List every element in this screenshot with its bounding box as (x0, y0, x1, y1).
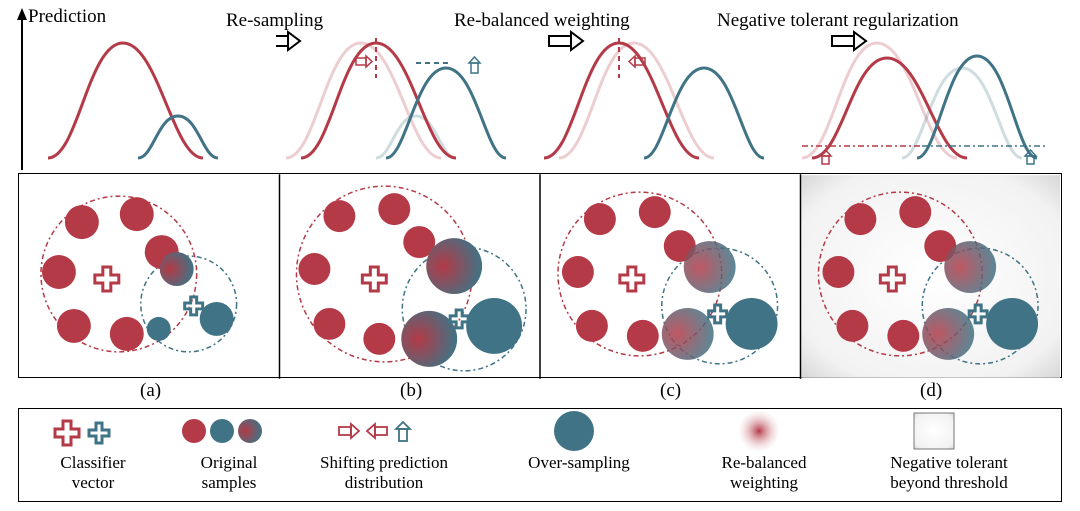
caption-c: (c) (660, 380, 681, 402)
diagram-root: Prediction Re-sampling (0, 0, 1080, 511)
caption-a: (a) (140, 380, 161, 402)
dist-panel-d: Negative tolerant regularization (792, 8, 1062, 173)
stage-label-negative: Negative tolerant regularization (717, 10, 959, 32)
caption-b: (b) (400, 380, 422, 402)
caption-d: (d) (920, 380, 942, 402)
stage-label-reweighting: Re-balanced weighting (454, 10, 630, 32)
cluster-row (18, 173, 1062, 378)
dist-panel-c: Re-balanced weighting (534, 8, 792, 173)
top-row: Re-sampling Re-balanced weighting (18, 8, 1062, 173)
legend-samples: Original samples (179, 453, 279, 493)
legend-rebal: Re-balanced weighting (699, 453, 829, 493)
dist-panel-a (18, 8, 276, 173)
legend-over: Over-sampling (509, 453, 649, 473)
legend-classifier: Classifier vector (43, 453, 143, 493)
legend-box: Classifier vector Original samples Shift… (18, 408, 1062, 502)
legend-shifting: Shifting prediction distribution (304, 453, 464, 493)
legend-neg: Negative tolerant beyond threshold (859, 453, 1039, 493)
cluster-svg (19, 174, 1061, 379)
dist-panel-b: Re-sampling (276, 8, 534, 173)
stage-label-resampling: Re-sampling (226, 10, 323, 32)
